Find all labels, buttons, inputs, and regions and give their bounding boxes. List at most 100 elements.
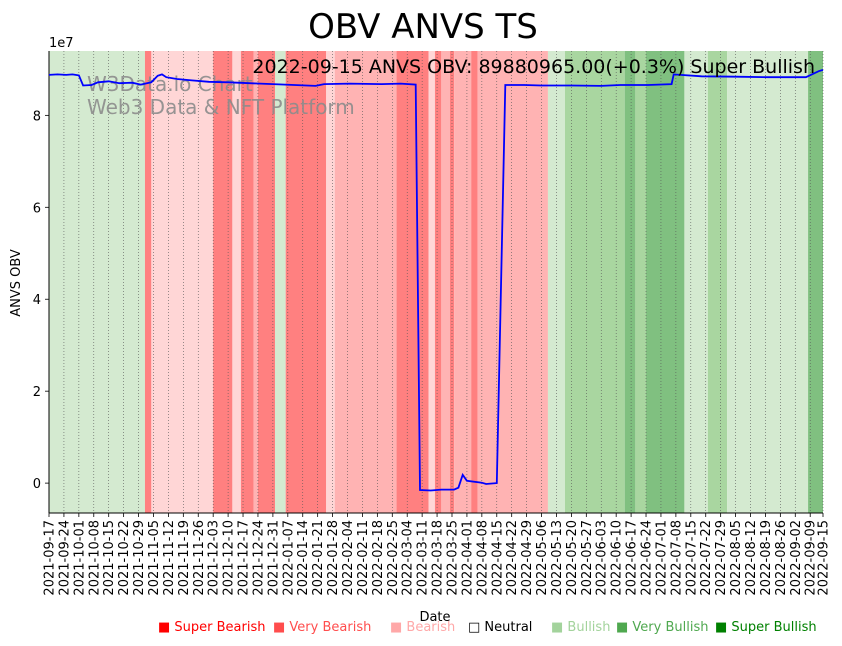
x-tick-label: 2022-06-24 [640, 520, 655, 596]
x-tick-label: 2022-01-28 [326, 520, 341, 596]
region-bearish [428, 51, 435, 513]
x-tick-label: 2022-08-05 [729, 520, 744, 596]
x-tick-label: 2021-12-03 [207, 520, 222, 596]
x-tick-label: 2021-11-05 [147, 520, 162, 596]
region-bearish [151, 51, 214, 513]
x-tick-label: 2022-05-06 [535, 520, 550, 596]
x-tick-label: 2022-07-22 [699, 520, 714, 596]
region-super-bullish [624, 51, 636, 513]
region-very-bearish [334, 51, 397, 513]
y-axis-label: ANVS OBV [9, 249, 24, 317]
x-tick-label: 2022-07-29 [714, 520, 729, 596]
legend-item-neutral: □ Neutral [468, 620, 532, 635]
legend-label: Very Bearish [289, 620, 372, 635]
legend-item-bullish: ■ Bullish [551, 620, 610, 635]
legend-item-very-bullish: ■ Very Bullish [616, 620, 708, 635]
x-axis-label: Date [419, 610, 450, 625]
x-tick-label: 2021-11-19 [177, 520, 192, 596]
x-tick-label: 2021-12-10 [222, 520, 237, 596]
region-very-bearish [454, 51, 472, 513]
region-super-bearish [434, 51, 442, 513]
legend-item-very-bearish: ■ Very Bearish [273, 620, 371, 635]
x-tick-label: 2022-05-20 [565, 520, 580, 596]
x-tick-label: 2022-05-13 [550, 520, 565, 596]
region-super-bearish [396, 51, 429, 513]
legend-swatch: ■ [551, 620, 568, 635]
region-super-bullish [646, 51, 685, 513]
region-very-bullish [707, 51, 728, 513]
x-tick-label: 2022-04-01 [460, 520, 475, 596]
x-tick-label: 2021-12-31 [266, 520, 281, 596]
x-tick-label: 2022-03-25 [445, 520, 460, 596]
obv-series-line [48, 69, 824, 492]
x-tick-label: 2022-04-08 [475, 520, 490, 596]
region-bullish [49, 51, 145, 513]
y-tick-label: 6 [33, 201, 41, 216]
x-tick-label: 2022-08-12 [744, 520, 759, 596]
region-bearish [232, 51, 241, 513]
region-very-bullish [635, 51, 647, 513]
region-very-bearish [441, 51, 450, 513]
x-tick-label: 2022-04-29 [520, 520, 535, 596]
x-tick-label: 2022-01-21 [311, 520, 326, 596]
legend-label: Neutral [484, 620, 533, 635]
x-tick-label: 2021-10-29 [132, 520, 147, 596]
x-tick-label: 2021-11-26 [192, 520, 207, 596]
x-tick-label: 2022-08-19 [759, 520, 774, 596]
vertical-grid [48, 51, 824, 513]
x-tick-label: 2021-12-17 [237, 520, 252, 596]
x-tick-label: 2022-06-03 [595, 520, 610, 596]
axes: 2021-09-17 2021-09-24 2021-10-01 2021-10-08… [33, 51, 832, 596]
x-tick-label: 2022-02-18 [371, 520, 386, 596]
legend-item-super-bullish: ■ Super Bullish [715, 620, 817, 635]
x-tick-label: 2022-03-11 [416, 520, 431, 596]
x-tick-label: 2022-06-10 [610, 520, 625, 596]
legend-label: Super Bearish [174, 620, 266, 635]
x-tick-label: 2022-07-08 [669, 520, 684, 596]
legend-label: Bearish [406, 620, 456, 635]
region-very-bearish [253, 51, 258, 513]
legend-label: Bullish [567, 620, 611, 635]
y-tick-label: 0 [33, 477, 41, 492]
x-tick-label: 2022-08-26 [774, 520, 789, 596]
x-tick-label: 2021-11-12 [162, 520, 177, 596]
region-bullish [275, 51, 286, 513]
x-tick-label: 2022-09-02 [789, 520, 804, 596]
region-super-bearish [257, 51, 276, 513]
chart-subtitle: 2022-09-15 ANVS OBV: 89880965.00(+0.3%) … [252, 56, 815, 78]
region-super-bearish [471, 51, 478, 513]
legend-item-bearish: ■ Bearish [390, 620, 455, 635]
x-tick-label: 2022-02-04 [341, 520, 356, 596]
region-very-bearish [477, 51, 548, 513]
region-super-bearish [240, 51, 254, 513]
region-bullish [684, 51, 708, 513]
chart-title: OBV ANVS TS [308, 7, 538, 47]
legend-swatch: ■ [616, 620, 633, 635]
x-tick-label: 2022-06-17 [625, 520, 640, 596]
sentiment-regions [49, 51, 823, 513]
x-tick-label: 2022-05-27 [580, 520, 595, 596]
x-tick-label: 2022-01-14 [296, 520, 311, 596]
region-very-bullish [565, 51, 625, 513]
legend-label: Super Bullish [731, 620, 817, 635]
x-tick-label: 2022-01-07 [281, 520, 296, 596]
x-tick-label: 2022-04-15 [490, 520, 505, 596]
x-tick-label: 2022-02-11 [356, 520, 371, 596]
region-super-bullish [808, 51, 823, 513]
y-tick-label: 2 [33, 385, 41, 400]
x-tick-label: 2021-10-15 [102, 520, 117, 596]
x-tick-label: 2021-12-24 [251, 520, 266, 596]
x-tick-label: 2021-09-24 [57, 520, 72, 596]
x-tick-label: 2021-10-08 [87, 520, 102, 596]
legend-label: Very Bullish [632, 620, 709, 635]
x-tick-label: 2022-02-25 [386, 520, 401, 596]
x-tick-label: 2022-03-18 [431, 520, 446, 596]
y-tick-label: 8 [33, 109, 41, 124]
x-tick-label: 2021-10-01 [72, 520, 87, 596]
region-super-bearish [144, 51, 152, 513]
x-tick-label: 2022-09-15 [817, 520, 832, 596]
region-bullish [727, 51, 809, 513]
legend-swatch: ■ [158, 620, 175, 635]
legend-swatch: ■ [715, 620, 732, 635]
